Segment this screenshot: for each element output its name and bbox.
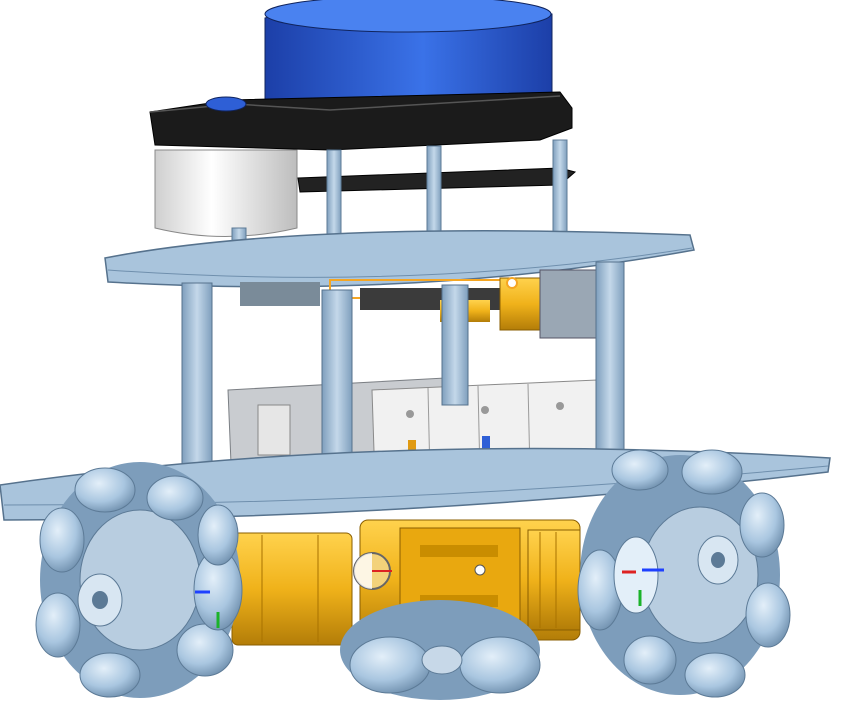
rear-center-mecanum-wheel <box>340 570 541 700</box>
origin-axis-left-icon <box>195 590 220 628</box>
front-right-mecanum-wheel <box>577 449 791 698</box>
origin-axis-right-icon <box>622 568 664 606</box>
lidar-sensor <box>149 0 577 237</box>
front-left-mecanum-wheel <box>35 462 243 698</box>
